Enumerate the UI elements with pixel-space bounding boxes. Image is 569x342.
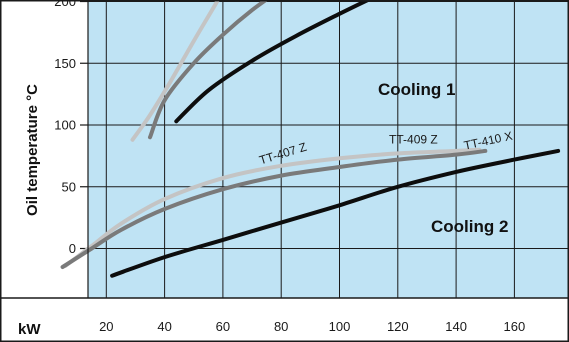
x-tick-label: 60 xyxy=(216,319,230,334)
x-axis-title: kW xyxy=(18,321,41,338)
curve-tt-407-z-cooling-2 xyxy=(63,147,482,268)
plot-background xyxy=(88,0,569,298)
x-tick-label: 120 xyxy=(387,319,409,334)
y-axis-title: Oil temperature °C xyxy=(24,84,41,216)
x-tick-label: 40 xyxy=(157,319,171,334)
x-tick-labels: 20 40 60 80 100 120 140 160 xyxy=(99,319,525,334)
x-tick-label: 80 xyxy=(274,319,288,334)
y-axis-panel xyxy=(0,0,88,298)
y-tick-label: 200 xyxy=(54,0,76,9)
x-axis-panel xyxy=(0,298,569,342)
curve-tt-409-z-cooling-1 xyxy=(148,0,270,140)
curve-tt-407-z-cooling-1 xyxy=(130,0,221,142)
x-tick-label: 100 xyxy=(329,319,351,334)
x-tick-label: 20 xyxy=(99,319,113,334)
y-tick-label: 0 xyxy=(69,241,76,256)
curve-label: TT-409 Z xyxy=(389,133,438,147)
curve-tt-409-z-cooling-2 xyxy=(60,148,488,269)
x-tick-label: 160 xyxy=(504,319,526,334)
x-tick-label: 140 xyxy=(445,319,467,334)
curve-tt-410-x-cooling-2 xyxy=(110,148,561,278)
y-tick-label: 100 xyxy=(54,118,76,133)
y-tick-labels: 0 50 100 150 200 xyxy=(54,0,88,256)
y-tick-label: 50 xyxy=(62,179,76,194)
group-label-cooling-2: Cooling 2 xyxy=(431,217,508,236)
group-label-cooling-1: Cooling 1 xyxy=(378,80,455,99)
curves xyxy=(60,0,561,278)
y-tick-label: 150 xyxy=(54,56,76,71)
curve-tt-410-x-cooling-1 xyxy=(174,0,373,124)
